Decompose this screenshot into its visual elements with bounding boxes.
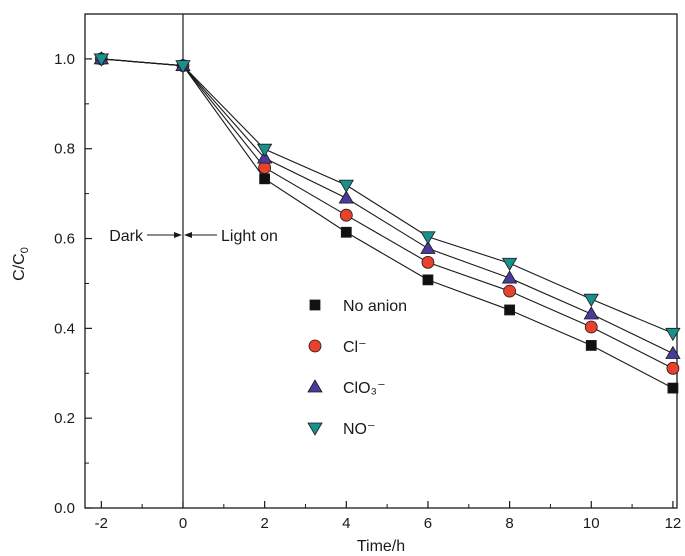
legend-label: No anion — [343, 298, 407, 315]
dark-annotation-label: Dark — [109, 228, 144, 245]
x-tick-label: 4 — [342, 515, 350, 532]
dark-arrowhead — [174, 232, 182, 238]
data-point — [586, 340, 596, 350]
data-point — [258, 144, 272, 156]
y-tick-label: 0.2 — [54, 410, 75, 427]
legend-label: NO⁻ — [343, 421, 375, 438]
y-axis-label-main: C/C — [11, 253, 28, 281]
light-on-arrowhead — [184, 232, 192, 238]
x-tick-label: -2 — [95, 515, 108, 532]
x-tick-label: 8 — [505, 515, 513, 532]
legend-marker — [308, 380, 322, 392]
y-axis-ticks: 0.0 0.2 0.4 0.6 0.8 1.0 — [54, 51, 92, 517]
data-point — [260, 174, 270, 184]
data-point — [584, 307, 598, 319]
legend-item-0: No anion — [310, 298, 407, 315]
series-line — [101, 59, 673, 333]
series-line — [101, 59, 673, 368]
legend-item-2: ClO₃⁻ — [308, 380, 386, 397]
data-point — [422, 256, 434, 268]
data-point — [666, 328, 680, 340]
legend-marker — [310, 300, 320, 310]
data-point — [584, 294, 598, 306]
data-point — [339, 191, 353, 203]
series-layer — [94, 52, 680, 393]
annotation-layer: Dark Light on — [109, 228, 278, 245]
legend: No anion Cl⁻ ClO₃⁻ NO⁻ — [308, 298, 407, 438]
data-point — [666, 347, 680, 359]
legend-marker — [308, 423, 322, 435]
y-tick-label: 0.0 — [54, 500, 75, 517]
data-point — [340, 209, 352, 221]
x-axis-ticks: -2 0 2 4 6 8 10 12 — [95, 501, 682, 532]
y-tick-label: 0.4 — [54, 320, 75, 337]
data-point — [668, 383, 678, 393]
data-point — [504, 285, 516, 297]
light-on-annotation-label: Light on — [221, 228, 278, 245]
plot-frame — [85, 14, 677, 508]
x-tick-label: 10 — [583, 515, 600, 532]
data-point — [423, 275, 433, 285]
data-point — [341, 227, 351, 237]
data-point — [585, 321, 597, 333]
x-tick-label: 6 — [424, 515, 432, 532]
data-point — [421, 232, 435, 244]
data-point — [505, 305, 515, 315]
y-axis-label-subscript: 0 — [19, 247, 31, 253]
y-tick-label: 1.0 — [54, 51, 75, 68]
y-axis-label: C/C0 — [11, 247, 31, 281]
x-axis-label: Time/h — [357, 538, 405, 555]
data-point — [503, 271, 517, 283]
y-tick-label: 0.8 — [54, 141, 75, 158]
legend-label: Cl⁻ — [343, 339, 367, 356]
legend-item-1: Cl⁻ — [309, 339, 367, 356]
legend-label: ClO₃⁻ — [343, 380, 386, 397]
x-tick-label: 2 — [260, 515, 268, 532]
x-tick-label: 0 — [179, 515, 187, 532]
y-tick-label: 0.6 — [54, 231, 75, 248]
data-point — [503, 258, 517, 270]
legend-item-3: NO⁻ — [308, 421, 375, 438]
data-point — [667, 362, 679, 374]
legend-marker — [309, 340, 321, 352]
data-point — [339, 180, 353, 192]
x-tick-label: 12 — [665, 515, 682, 532]
